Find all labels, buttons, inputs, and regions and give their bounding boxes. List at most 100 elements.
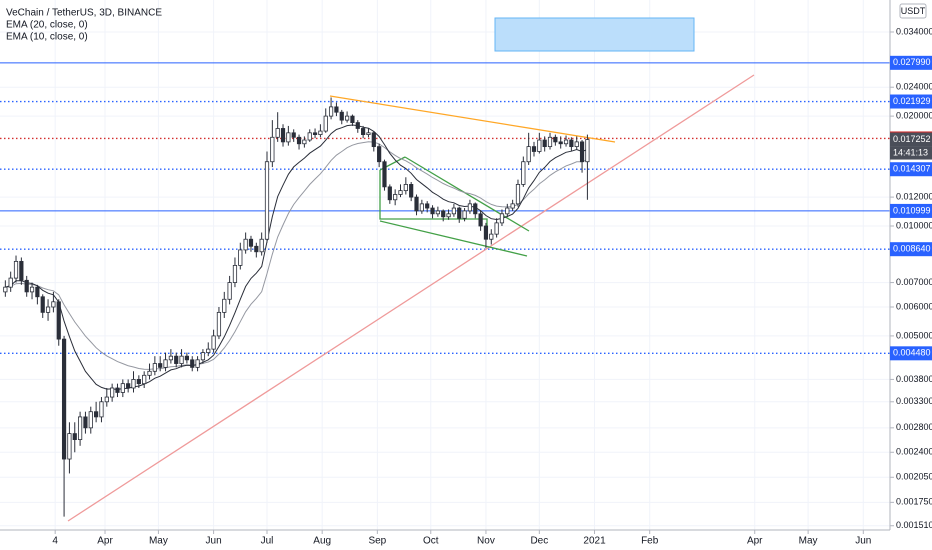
candle (275, 112, 280, 142)
candle-body (13, 260, 19, 279)
candle-body (547, 136, 553, 148)
candle (323, 108, 328, 133)
candle-body (174, 355, 179, 364)
candle (35, 284, 40, 305)
candle (78, 411, 83, 446)
candle (227, 275, 232, 305)
candle (238, 242, 243, 270)
candle-body (344, 115, 350, 121)
candle (120, 379, 125, 398)
wedge-bottom (379, 220, 528, 257)
candle-body (494, 222, 499, 235)
candle-body (94, 411, 99, 418)
candle-body (409, 184, 414, 198)
candle (72, 422, 77, 453)
candle-body (184, 355, 189, 361)
x-tick-label: Jul (261, 536, 274, 547)
candle (232, 257, 238, 288)
candle (489, 229, 494, 245)
candle (579, 140, 585, 173)
level-label: 0.014307 (893, 164, 931, 174)
candle-body (29, 286, 35, 293)
candle (296, 134, 302, 150)
x-tick-label: 2021 (583, 536, 606, 547)
candle-body (569, 139, 574, 148)
candle-body (414, 196, 419, 212)
level-label-box (890, 132, 932, 147)
candle (537, 132, 542, 154)
candle-body (238, 249, 243, 266)
indicator-label: EMA (20, close, 0) (6, 20, 88, 31)
candle-body (115, 387, 120, 393)
candle (542, 136, 547, 152)
candle (446, 209, 451, 220)
candle (387, 184, 392, 204)
y-tick-label: 0.003300 (896, 396, 932, 406)
candle-body (104, 396, 109, 403)
candle-body (51, 301, 56, 308)
candle (163, 352, 168, 372)
ema-line (5, 124, 588, 391)
candle (569, 137, 574, 152)
candle-body (457, 207, 462, 219)
currency[interactable]: USDT (901, 6, 926, 16)
level-label: 0.027990 (893, 57, 931, 67)
candle-body (206, 348, 211, 354)
candle (328, 97, 334, 120)
candle (547, 132, 553, 150)
y-tick-label: 0.024000 (896, 82, 932, 92)
candle (398, 184, 403, 198)
candle (585, 134, 590, 200)
candle-body (195, 359, 200, 368)
candle-body (302, 139, 307, 145)
candle (483, 222, 489, 249)
candle-body (222, 298, 227, 313)
candle-body (355, 122, 360, 129)
candle-body (120, 383, 125, 393)
candle-body (510, 203, 515, 209)
candle-body (393, 194, 398, 201)
candle-body (366, 132, 371, 135)
candle (147, 363, 152, 380)
candle (494, 218, 499, 238)
candle (291, 129, 296, 142)
candle (505, 203, 510, 217)
candle (56, 299, 61, 346)
candle-body (254, 245, 259, 253)
candle-body (425, 203, 430, 209)
candle-body (478, 213, 483, 227)
candle-body (99, 401, 104, 418)
candle-body (382, 161, 387, 188)
candle (430, 205, 435, 219)
grid (0, 0, 890, 530)
candle-body (35, 286, 40, 298)
candle-body (163, 359, 168, 368)
x-tick-label: Jun (206, 536, 222, 547)
candle (158, 356, 163, 372)
candle (344, 111, 350, 123)
currency-box[interactable] (899, 3, 927, 19)
candle (61, 335, 67, 517)
candle (451, 203, 457, 217)
candle (377, 143, 382, 168)
candle-body (307, 132, 312, 141)
candle-body (190, 359, 195, 368)
candle (195, 356, 200, 372)
level-label: 0.004480 (893, 348, 931, 358)
candle-body (312, 132, 318, 135)
candle-body (56, 301, 61, 340)
candle (179, 349, 184, 368)
candle (419, 199, 424, 214)
candle-body (88, 411, 93, 429)
level-label-box (890, 55, 932, 70)
candle (473, 202, 478, 219)
candle-body (339, 111, 344, 121)
candle-body (398, 190, 403, 195)
x-tick-label: Jun (855, 536, 871, 547)
candle-body (126, 383, 131, 389)
candle-body (211, 335, 216, 350)
y-tick-label: 0.010000 (896, 220, 932, 230)
candle (168, 349, 173, 364)
candle (382, 159, 387, 191)
candle-body (147, 370, 152, 376)
